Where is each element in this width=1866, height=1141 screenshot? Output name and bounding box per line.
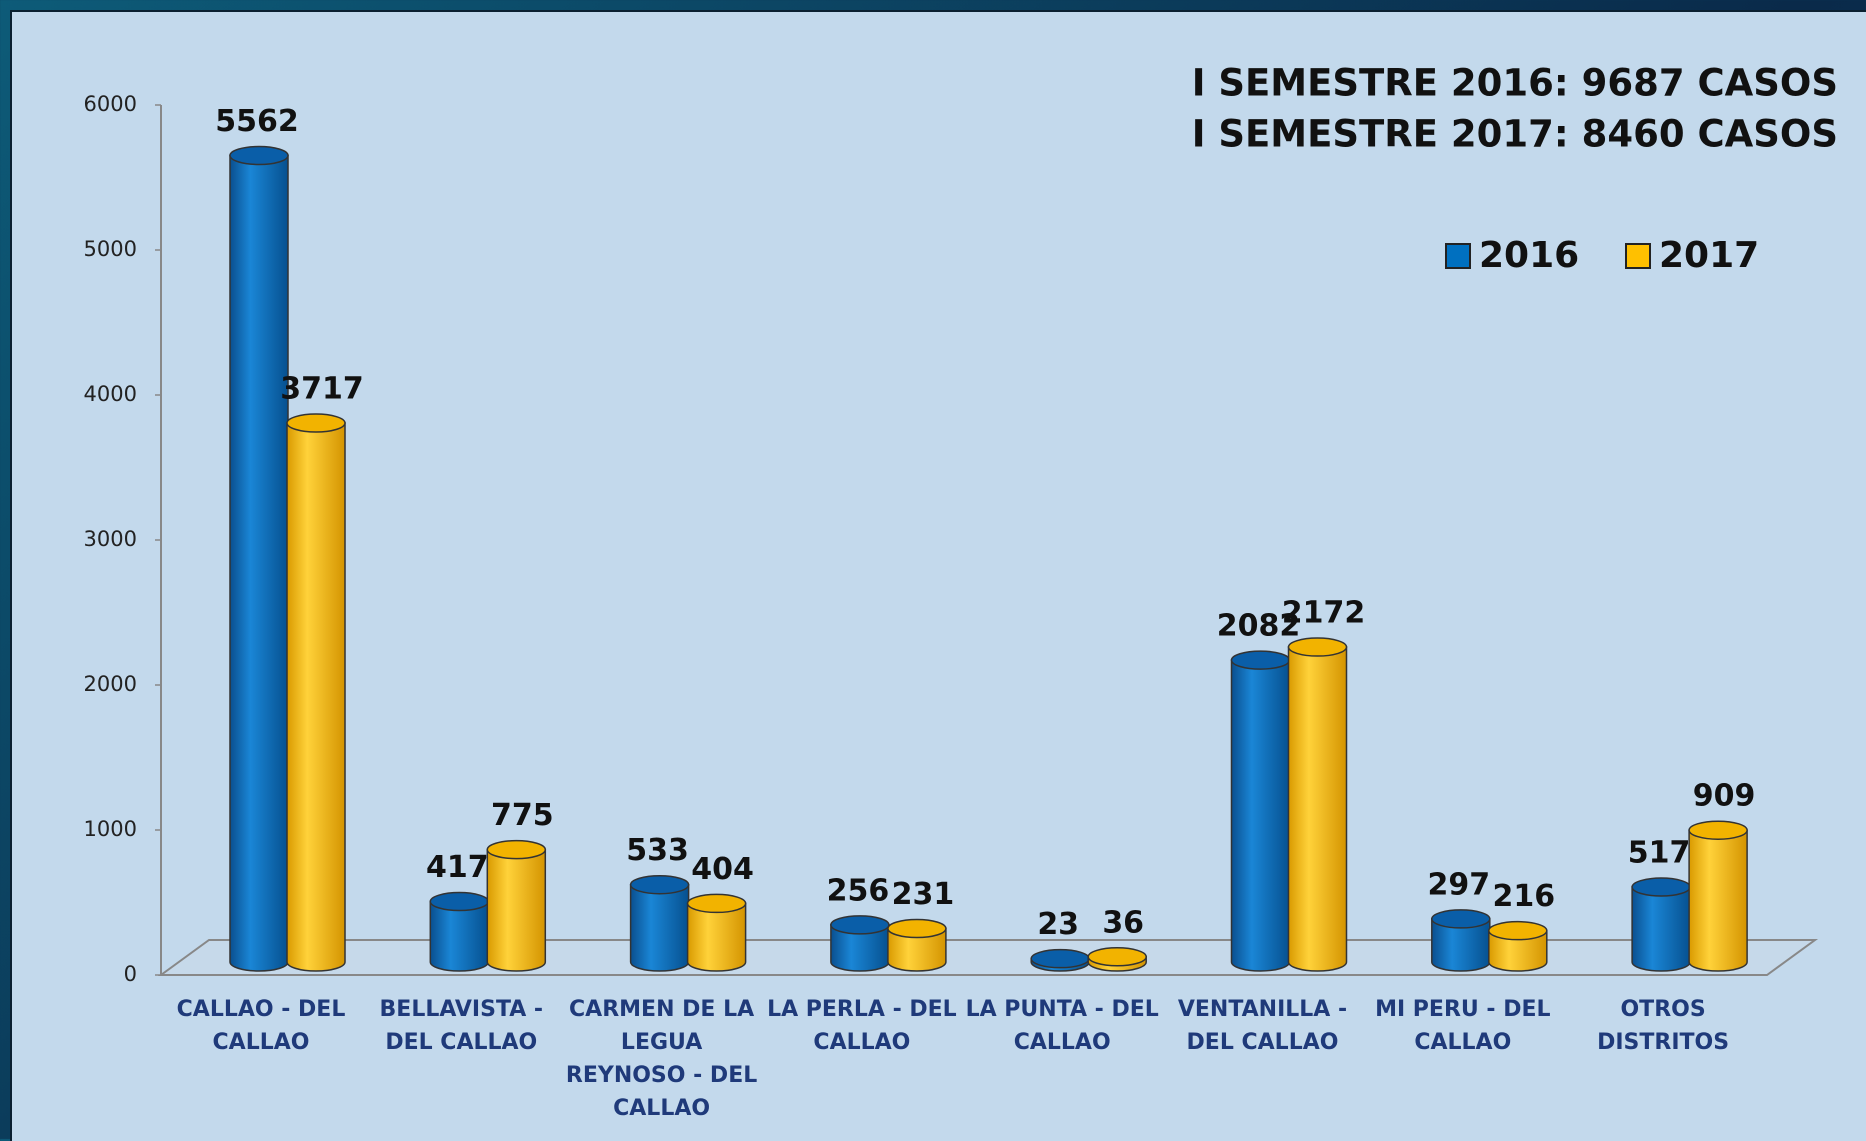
value-label: 909 [1693, 779, 1756, 814]
bar [1087, 947, 1147, 972]
bar [1431, 909, 1491, 972]
bar-body [286, 422, 346, 972]
bar-body [686, 902, 747, 972]
value-label: 404 [691, 852, 754, 887]
bar-top [887, 918, 947, 939]
value-label: 297 [1427, 867, 1490, 902]
bar [686, 893, 747, 972]
bar [286, 413, 346, 972]
bar-body [429, 900, 490, 972]
bar [1631, 877, 1691, 972]
x-tick-label: MI PERU - DEL CALLAO [1375, 997, 1551, 1055]
bar-top [686, 893, 747, 914]
legend-label: 2017 [1659, 235, 1759, 276]
bar-top [1087, 947, 1147, 967]
bar [229, 145, 289, 972]
bar [1287, 637, 1348, 972]
bar [830, 915, 890, 972]
bar-top [1688, 820, 1748, 840]
value-label: 256 [827, 873, 890, 908]
x-tick-label: VENTANILLA - DEL CALLAO [1177, 997, 1348, 1055]
legend-label: 2016 [1479, 235, 1579, 276]
bar-body [629, 883, 690, 972]
value-label: 3717 [280, 372, 364, 407]
value-label: 533 [626, 833, 689, 868]
y-tick-label: 2000 [84, 672, 137, 696]
bar-body [1287, 646, 1348, 972]
value-label: 2082 [1217, 609, 1301, 644]
x-tick-label: LA PERLA - DEL CALLAO [767, 997, 957, 1055]
x-tick-label: BELLAVISTA - DEL CALLAO [379, 997, 544, 1055]
bar [1688, 820, 1748, 972]
y-tick-label: 0 [124, 962, 137, 986]
bar [486, 839, 547, 972]
x-tick-label: LA PUNTA - DEL CALLAO [965, 997, 1159, 1055]
bar-top [286, 413, 346, 433]
bar-top [1431, 909, 1491, 929]
bar-top [1230, 650, 1291, 670]
x-tick-label: CARMEN DE LA LEGUA REYNOSO - DEL CALLAO [565, 997, 758, 1121]
legend-swatch [1625, 243, 1651, 269]
y-tick-label: 3000 [84, 527, 137, 551]
bar-top [1287, 637, 1348, 657]
y-tick-label: 4000 [84, 382, 137, 406]
bar-top [629, 874, 690, 895]
value-label: 23 [1037, 907, 1079, 942]
annotation: I SEMESTRE 2016: 9687 CASOS [1192, 62, 1838, 105]
bar-body [1230, 659, 1291, 972]
bar-body [1688, 829, 1748, 972]
bar [887, 918, 947, 972]
y-tick-label: 5000 [84, 237, 137, 261]
value-label: 2172 [1282, 596, 1366, 631]
bar-top [486, 839, 547, 860]
floor [157, 939, 1819, 976]
value-label: 5562 [215, 104, 299, 139]
value-label: 36 [1102, 905, 1144, 940]
bar-top [830, 915, 890, 935]
annotation: I SEMESTRE 2017: 8460 CASOS [1192, 113, 1838, 156]
bar-top [1631, 877, 1691, 897]
value-label: 231 [892, 877, 955, 912]
bar-body [1631, 886, 1691, 972]
value-label: 216 [1492, 879, 1555, 914]
bar [1030, 948, 1090, 972]
x-tick-label: CALLAO - DEL CALLAO [176, 997, 346, 1055]
y-tick-label: 1000 [84, 817, 137, 841]
bar-top [1030, 948, 1090, 969]
value-label: 775 [491, 798, 554, 833]
bar [1488, 920, 1548, 972]
bar [1230, 650, 1291, 972]
x-tick-label: OTROS DISTRITOS [1597, 997, 1730, 1055]
bar [429, 891, 490, 972]
bar-body [486, 848, 547, 972]
bar-body [229, 154, 289, 972]
y-tick-label: 6000 [84, 92, 137, 116]
value-label: 517 [1628, 836, 1691, 871]
bar-top [229, 145, 289, 166]
value-label: 417 [426, 850, 489, 885]
bar [629, 874, 690, 972]
bar-body [887, 927, 947, 972]
bar-top [1488, 920, 1548, 941]
bar-body [1488, 929, 1548, 972]
bar-top [429, 891, 490, 912]
legend-swatch [1445, 243, 1471, 269]
